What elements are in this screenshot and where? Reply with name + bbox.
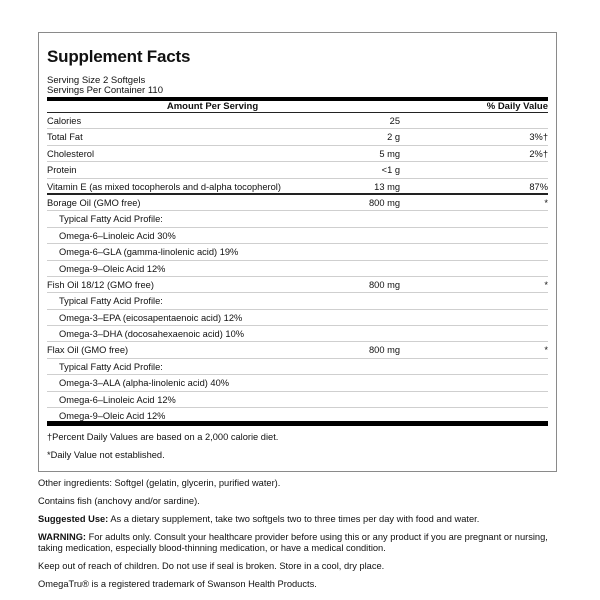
footnote-not-established: *Daily Value not established. — [47, 450, 165, 460]
row-label: Omega-6–GLA (gamma-linolenic acid) 19% — [59, 247, 239, 258]
amount-header: Amount Per Serving — [166, 101, 259, 112]
row-label: Omega-3–ALA (alpha-linolenic acid) 40% — [59, 378, 230, 389]
table-row: Omega-6–Linoleic Acid 12% — [47, 392, 548, 409]
row-label: Omega-3–DHA (docosahexaenoic acid) 10% — [59, 329, 245, 340]
table-row: Cholesterol 5 mg 2%† — [47, 146, 548, 163]
row-amount: 2 g — [387, 132, 400, 143]
servings-per-container: Servings Per Container 110 — [47, 84, 163, 96]
table-row: Vitamin E (as mixed tocopherols and d-al… — [47, 179, 548, 195]
table-row: Total Fat 2 g 3%† — [47, 129, 548, 146]
table-row: Typical Fatty Acid Profile: — [47, 293, 548, 310]
table-row: Omega-3–ALA (alpha-linolenic acid) 40% — [47, 375, 548, 392]
row-label: Total Fat — [47, 132, 83, 143]
table-row: Omega-3–EPA (eicosapentaenoic acid) 12% — [47, 310, 548, 327]
row-amount: 13 mg — [374, 181, 400, 192]
row-daily-value — [400, 392, 548, 407]
warning-label: WARNING: — [38, 532, 87, 542]
row-daily-value — [400, 375, 548, 390]
facts-table: Amount Per Serving % Daily Value Calorie… — [47, 101, 548, 424]
row-daily-value — [400, 162, 548, 177]
row-daily-value: * — [544, 345, 548, 356]
row-label: Omega-3–EPA (eicosapentaenoic acid) 12% — [59, 312, 243, 323]
row-daily-value: 87% — [529, 181, 548, 192]
table-row: Protein <1 g — [47, 162, 548, 179]
suggested-use-text: As a dietary supplement, take two softge… — [108, 514, 480, 524]
row-label: Typical Fatty Acid Profile: — [59, 361, 163, 372]
row-amount: 25 — [389, 116, 400, 126]
table-row: Typical Fatty Acid Profile: — [47, 211, 548, 228]
row-daily-value — [400, 326, 548, 341]
row-amount — [310, 293, 400, 308]
row-label: Omega-9–Oleic Acid 12% — [59, 263, 166, 274]
row-label: Omega-6–Linoleic Acid 30% — [59, 230, 176, 241]
table-row: Fish Oil 18/12 (GMO free) 800 mg * — [47, 277, 548, 294]
row-label: Vitamin E (as mixed tocopherols and d-al… — [47, 181, 281, 192]
row-amount: 5 mg — [379, 148, 400, 159]
row-amount — [310, 359, 400, 374]
panel-title: Supplement Facts — [47, 47, 191, 66]
row-label: Omega-6–Linoleic Acid 12% — [59, 394, 176, 405]
row-daily-value — [400, 228, 548, 243]
row-daily-value — [400, 113, 548, 128]
row-amount — [310, 375, 400, 390]
row-amount — [310, 392, 400, 407]
row-amount — [310, 228, 400, 243]
row-label: Protein — [47, 165, 77, 176]
supplement-facts-panel: Supplement Facts Serving Size 2 Softgels… — [38, 32, 557, 472]
row-label: Omega-9–Oleic Acid 12% — [59, 411, 166, 422]
row-label: Typical Fatty Acid Profile: — [59, 296, 163, 307]
row-label: Fish Oil 18/12 (GMO free) — [47, 279, 154, 290]
row-daily-value: 3%† — [529, 132, 548, 143]
serving-size: Serving Size 2 Softgels — [47, 75, 146, 86]
row-daily-value: 2%† — [529, 148, 548, 159]
warning: WARNING: For adults only. Consult your h… — [38, 532, 568, 554]
serving-info: Serving Size 2 Softgels Servings Per Con… — [47, 76, 163, 95]
row-daily-value — [400, 359, 548, 374]
table-row: Flax Oil (GMO free) 800 mg * — [47, 342, 548, 359]
table-row: Omega-6–GLA (gamma-linolenic acid) 19% — [47, 244, 548, 261]
row-amount: 800 mg — [368, 279, 400, 290]
row-amount — [310, 326, 400, 341]
row-label: Calories — [47, 116, 82, 126]
daily-value-header: % Daily Value — [486, 101, 548, 112]
row-amount — [310, 244, 400, 259]
row-daily-value: * — [544, 197, 548, 208]
row-amount: 800 mg — [368, 197, 400, 208]
row-label: Flax Oil (GMO free) — [47, 345, 129, 356]
footnote-dv: †Percent Daily Values are based on a 2,0… — [47, 432, 279, 442]
row-daily-value — [400, 261, 548, 276]
table-row: Omega-9–Oleic Acid 12% — [47, 408, 548, 424]
other-ingredients: Other ingredients: Softgel (gelatin, gly… — [38, 478, 281, 488]
row-label: Typical Fatty Acid Profile: — [59, 214, 163, 225]
row-label: Cholesterol — [47, 148, 95, 159]
suggested-use-label: Suggested Use: — [38, 514, 109, 524]
table-row: Omega-9–Oleic Acid 12% — [47, 261, 548, 277]
suggested-use: Suggested Use: As a dietary supplement, … — [38, 514, 568, 525]
table-header: Amount Per Serving % Daily Value — [47, 101, 548, 113]
table-row: Typical Fatty Acid Profile: — [47, 359, 548, 376]
table-row: Calories 25 — [47, 113, 548, 130]
trademark-statement: OmegaTru® is a registered trademark of S… — [38, 579, 317, 589]
warning-text: For adults only. Consult your healthcare… — [38, 532, 548, 553]
storage-statement: Keep out of reach of children. Do not us… — [38, 561, 385, 571]
row-daily-value — [400, 211, 548, 226]
table-row: Omega-6–Linoleic Acid 30% — [47, 228, 548, 245]
row-daily-value — [400, 310, 548, 325]
row-amount — [310, 261, 400, 276]
row-amount: 800 mg — [368, 345, 400, 356]
table-row: Omega-3–DHA (docosahexaenoic acid) 10% — [47, 326, 548, 343]
allergen-statement: Contains fish (anchovy and/or sardine). — [38, 496, 200, 506]
row-daily-value: * — [544, 279, 548, 290]
top-rule — [47, 97, 548, 101]
row-amount: <1 g — [381, 165, 400, 176]
row-daily-value — [400, 244, 548, 259]
row-label: Borage Oil (GMO free) — [47, 197, 141, 208]
row-amount — [310, 310, 400, 325]
table-row: Borage Oil (GMO free) 800 mg * — [47, 195, 548, 212]
row-amount — [310, 211, 400, 226]
row-daily-value — [400, 293, 548, 308]
bottom-rule — [47, 421, 548, 426]
